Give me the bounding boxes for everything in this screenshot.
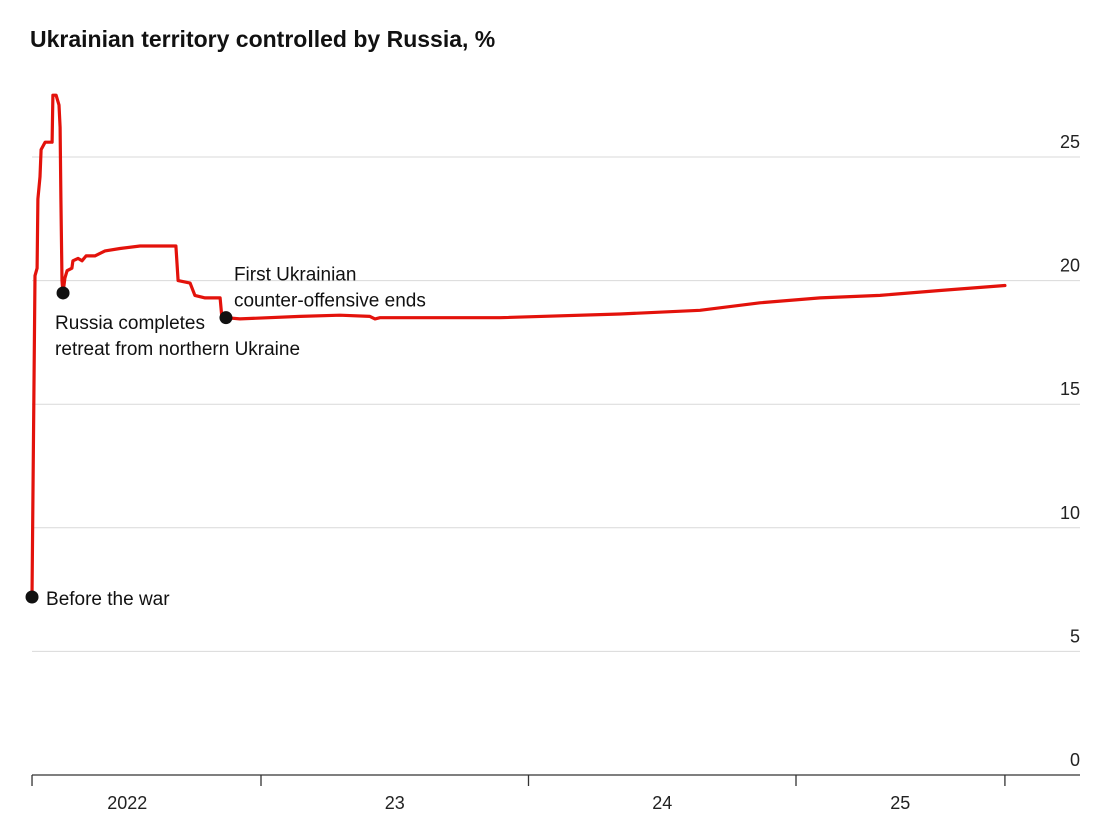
annotation-label: retreat from northern Ukraine bbox=[55, 339, 300, 360]
x-tick-label: 2022 bbox=[107, 793, 147, 813]
y-tick-label: 20 bbox=[1060, 256, 1080, 276]
annotation-label: Russia completes bbox=[55, 313, 205, 334]
y-tick-label: 25 bbox=[1060, 132, 1080, 152]
annotation-dot bbox=[25, 590, 39, 604]
annotation-dot bbox=[56, 286, 70, 300]
y-tick-label: 10 bbox=[1060, 503, 1080, 523]
series-line bbox=[30, 93, 1007, 599]
x-tick-label: 23 bbox=[385, 793, 405, 813]
annotation-label: Before the war bbox=[46, 589, 170, 610]
y-tick-label: 15 bbox=[1060, 379, 1080, 399]
annotation-label: First Ukrainian bbox=[234, 265, 356, 286]
x-tick-label: 24 bbox=[652, 793, 672, 813]
annotation-label: counter-offensive ends bbox=[234, 291, 426, 312]
chart-title: Ukrainian territory controlled by Russia… bbox=[30, 26, 495, 52]
x-tick-label: 25 bbox=[890, 793, 910, 813]
y-tick-label: 0 bbox=[1070, 750, 1080, 770]
y-tick-label: 5 bbox=[1070, 626, 1080, 646]
annotation-dot bbox=[219, 311, 233, 325]
